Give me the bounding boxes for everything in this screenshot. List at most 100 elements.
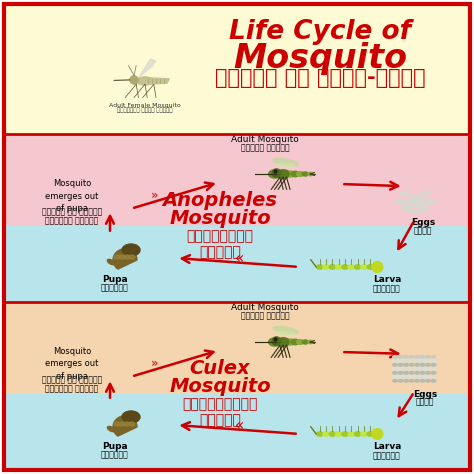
Text: भूरिका: भूरिका	[101, 283, 129, 292]
Circle shape	[372, 262, 383, 273]
Ellipse shape	[431, 372, 436, 374]
Text: Mosquito: Mosquito	[233, 42, 407, 75]
Text: भ्रूण से मच्छर: भ्रूण से मच्छर	[42, 375, 102, 384]
Ellipse shape	[308, 340, 313, 344]
FancyBboxPatch shape	[5, 134, 469, 227]
Text: »: »	[151, 189, 159, 202]
Ellipse shape	[431, 356, 436, 358]
Ellipse shape	[420, 372, 425, 374]
Text: निकलता मच्छर: निकलता मच्छर	[46, 216, 99, 225]
Ellipse shape	[122, 244, 140, 256]
Ellipse shape	[122, 411, 140, 423]
Ellipse shape	[280, 171, 290, 177]
Text: लार्वा: लार्वा	[373, 284, 401, 293]
Ellipse shape	[420, 356, 425, 358]
Circle shape	[274, 170, 277, 173]
Text: »: »	[151, 357, 159, 370]
Ellipse shape	[415, 372, 419, 374]
Ellipse shape	[366, 264, 374, 270]
Ellipse shape	[398, 356, 403, 358]
Text: «: «	[236, 418, 245, 433]
Ellipse shape	[348, 431, 355, 437]
Text: मच्छर: मच्छर	[199, 245, 241, 259]
Text: एनोफेलीज़: एनोफेलीज़	[186, 229, 254, 243]
Ellipse shape	[398, 372, 403, 374]
FancyBboxPatch shape	[393, 357, 397, 365]
Ellipse shape	[409, 364, 414, 366]
Ellipse shape	[398, 364, 403, 366]
Ellipse shape	[405, 209, 415, 214]
FancyBboxPatch shape	[431, 357, 436, 365]
FancyBboxPatch shape	[5, 227, 469, 302]
Text: Adult Female Mosquito: Adult Female Mosquito	[109, 103, 181, 108]
FancyBboxPatch shape	[426, 373, 430, 381]
Circle shape	[272, 169, 281, 177]
Text: अंडे: अंडे	[416, 398, 434, 407]
Ellipse shape	[398, 364, 403, 366]
Ellipse shape	[119, 422, 125, 426]
FancyBboxPatch shape	[404, 357, 408, 365]
Ellipse shape	[415, 199, 425, 204]
Text: क्यूलेक्स: क्यूलेक्स	[182, 397, 258, 411]
FancyBboxPatch shape	[404, 373, 408, 381]
FancyBboxPatch shape	[5, 394, 469, 469]
FancyBboxPatch shape	[410, 365, 414, 373]
FancyBboxPatch shape	[420, 357, 425, 365]
FancyBboxPatch shape	[431, 373, 436, 381]
Ellipse shape	[335, 264, 342, 270]
Ellipse shape	[400, 191, 410, 196]
Text: Mosquito: Mosquito	[169, 376, 271, 395]
Text: भूरिका: भूरिका	[101, 450, 129, 459]
Ellipse shape	[354, 431, 361, 437]
Text: Mosquito: Mosquito	[169, 209, 271, 228]
Text: अंडे: अंडे	[414, 226, 432, 235]
Ellipse shape	[273, 158, 298, 166]
Ellipse shape	[277, 170, 289, 178]
Ellipse shape	[335, 431, 342, 437]
Ellipse shape	[297, 172, 304, 176]
Polygon shape	[113, 416, 137, 436]
Ellipse shape	[329, 264, 336, 270]
Ellipse shape	[426, 372, 430, 374]
FancyBboxPatch shape	[426, 365, 430, 373]
Text: पत्नक मच्छर: पत्नक मच्छर	[241, 311, 289, 320]
Circle shape	[272, 337, 281, 346]
Ellipse shape	[409, 372, 414, 374]
FancyBboxPatch shape	[410, 373, 414, 381]
Text: Culex: Culex	[190, 358, 250, 377]
Ellipse shape	[410, 194, 420, 200]
Ellipse shape	[274, 170, 285, 178]
Ellipse shape	[404, 364, 408, 366]
FancyBboxPatch shape	[415, 365, 419, 373]
Ellipse shape	[366, 431, 374, 437]
Ellipse shape	[276, 164, 295, 167]
FancyBboxPatch shape	[410, 357, 414, 365]
Ellipse shape	[426, 372, 430, 374]
Ellipse shape	[400, 204, 410, 210]
Text: «: «	[236, 251, 245, 266]
Ellipse shape	[415, 372, 419, 374]
Text: भ्रूण से मच्छर: भ्रूण से मच्छर	[42, 207, 102, 216]
Ellipse shape	[291, 339, 299, 345]
Ellipse shape	[308, 173, 313, 176]
Ellipse shape	[431, 364, 436, 366]
Text: Adult Mosquito: Adult Mosquito	[231, 303, 299, 312]
Ellipse shape	[426, 364, 430, 366]
Ellipse shape	[431, 380, 436, 382]
Ellipse shape	[276, 332, 295, 336]
Ellipse shape	[420, 364, 425, 366]
Ellipse shape	[404, 356, 408, 358]
Text: Larva: Larva	[373, 442, 401, 451]
Text: Adult Mosquito: Adult Mosquito	[231, 135, 299, 144]
Ellipse shape	[322, 264, 330, 270]
Ellipse shape	[329, 431, 336, 437]
FancyBboxPatch shape	[420, 365, 425, 373]
Ellipse shape	[404, 372, 408, 374]
Polygon shape	[143, 78, 169, 84]
Text: Anopheles: Anopheles	[163, 191, 277, 210]
Ellipse shape	[291, 171, 299, 177]
Ellipse shape	[415, 356, 419, 358]
Ellipse shape	[119, 255, 125, 259]
Text: Pupa: Pupa	[102, 275, 128, 284]
Text: Eggs: Eggs	[411, 218, 435, 227]
